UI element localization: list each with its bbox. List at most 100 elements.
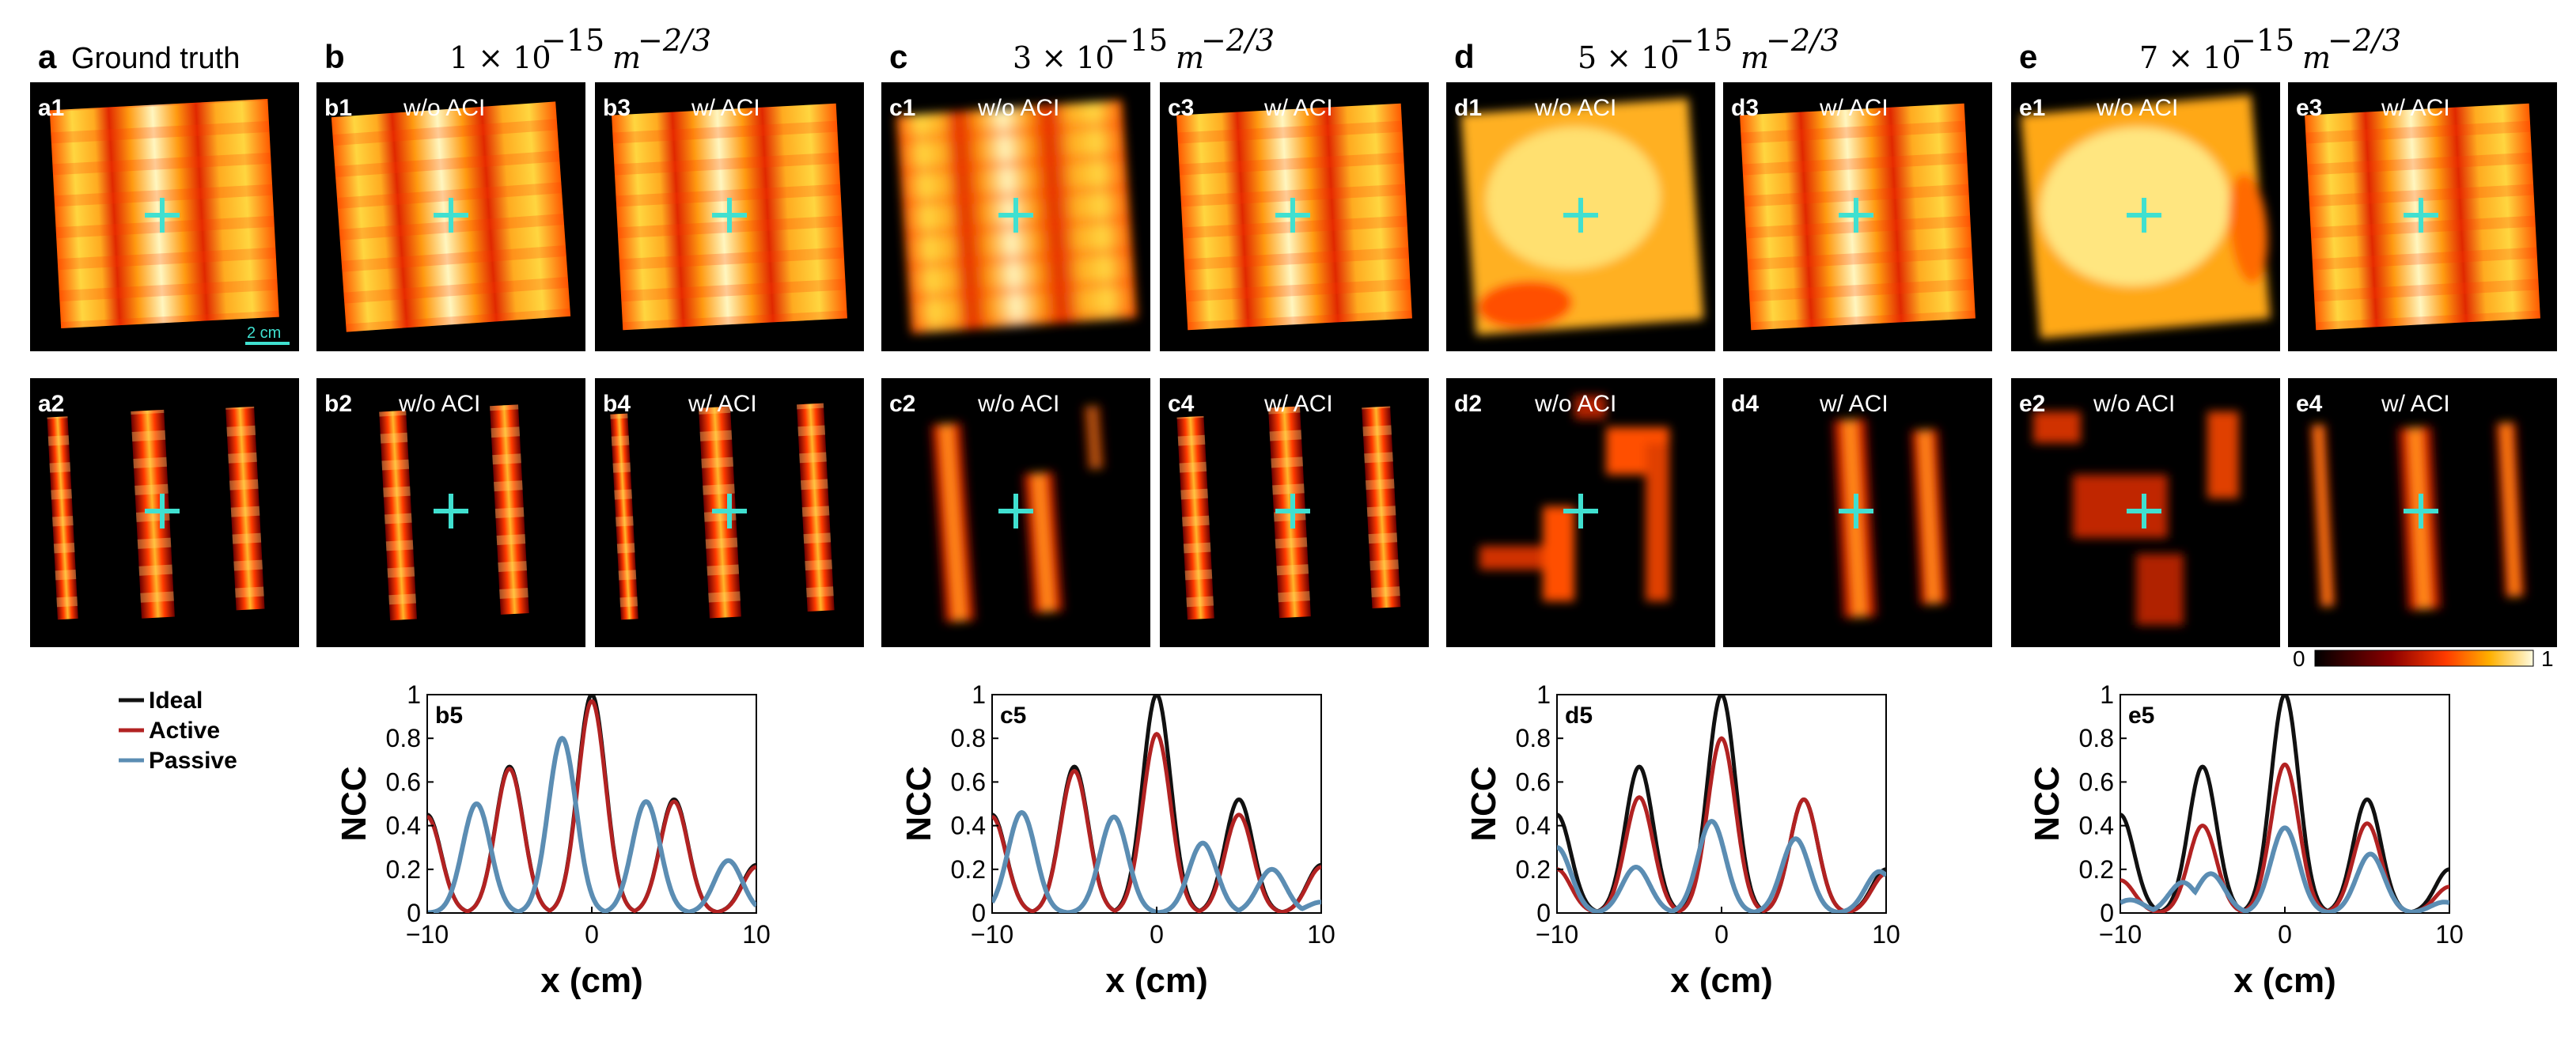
label-c3: w/ ACI bbox=[1263, 95, 1333, 121]
panel-e-title-base: 7 × 10 bbox=[2139, 40, 2241, 75]
y-tick-label-b5: 0.4 bbox=[386, 812, 421, 840]
y-axis-label-b5: NCC bbox=[335, 766, 373, 841]
x-axis-label-d5: x (cm) bbox=[1670, 961, 1773, 1000]
tag-e3: e3 bbox=[2296, 95, 2322, 121]
tag-c2: c2 bbox=[889, 391, 915, 417]
image-c1: c1 w/o ACI bbox=[881, 82, 1150, 351]
image-d4: d4 w/ ACI bbox=[1723, 378, 1992, 647]
series-line-active-d5 bbox=[1557, 736, 1886, 913]
tag-d3: d3 bbox=[1731, 95, 1759, 121]
tag-d1: d1 bbox=[1454, 95, 1482, 121]
label-c2: w/o ACI bbox=[977, 391, 1059, 417]
y-tick-label-e5: 0 bbox=[2100, 899, 2114, 927]
image-b4: b4 w/ ACI bbox=[595, 378, 864, 647]
tag-e1: e1 bbox=[2019, 95, 2045, 121]
plot-tag-b5: b5 bbox=[435, 703, 463, 729]
plot-frame-e5 bbox=[2120, 694, 2450, 914]
panel-d: d 5 × 10 −15 m −2/3 d1 w/o ACI d3 w/ ACI bbox=[1446, 23, 1992, 647]
image-b3: b3 w/ ACI bbox=[595, 82, 864, 351]
panel-b-title-unit: m bbox=[612, 40, 641, 75]
panel-a: a Ground truth a1 2 cm a2 bbox=[30, 38, 299, 647]
panel-d-title-unit: m bbox=[1741, 40, 1769, 75]
panel-b-title: 1 × 10 −15 m −2/3 bbox=[449, 23, 711, 75]
panel-c-title-unit: m bbox=[1176, 40, 1204, 75]
legend-item-active: Active bbox=[119, 718, 220, 744]
label-d3: w/ ACI bbox=[1819, 95, 1888, 121]
y-tick-label-d5: 0.4 bbox=[1516, 812, 1551, 840]
series-line-passive-b5 bbox=[427, 735, 756, 913]
legend-label-ideal: Ideal bbox=[149, 688, 203, 714]
image-a2: a2 bbox=[30, 378, 299, 647]
y-tick-label-c5: 0.8 bbox=[951, 724, 986, 752]
series-line-passive-c5 bbox=[992, 809, 1321, 913]
y-tick-label-b5: 0.2 bbox=[386, 855, 421, 884]
image-b2: b2 w/o ACI bbox=[316, 378, 585, 647]
tag-b2: b2 bbox=[324, 391, 352, 417]
panel-a-letter: a bbox=[38, 38, 57, 75]
y-tick-label-e5: 0.8 bbox=[2079, 724, 2114, 752]
legend-label-passive: Passive bbox=[149, 748, 237, 774]
x-tick-label-e5: 0 bbox=[2278, 920, 2292, 949]
panel-e-title-unit: m bbox=[2302, 40, 2331, 75]
x-tick-label-e5: −10 bbox=[2099, 920, 2142, 949]
colorbar-gradient bbox=[2314, 650, 2534, 667]
y-tick-label-c5: 0 bbox=[972, 899, 986, 927]
y-axis-label-c5: NCC bbox=[900, 766, 938, 841]
panel-c-title-base: 3 × 10 bbox=[1013, 40, 1115, 75]
x-tick-label-c5: 0 bbox=[1150, 920, 1164, 949]
tag-c1: c1 bbox=[889, 95, 915, 121]
tag-d4: d4 bbox=[1731, 391, 1759, 417]
y-tick-label-b5: 0 bbox=[407, 899, 421, 927]
y-tick-label-e5: 0.4 bbox=[2079, 812, 2114, 840]
tag-b1: b1 bbox=[324, 95, 352, 121]
label-e2: w/o ACI bbox=[2093, 391, 2175, 417]
series-line-active-b5 bbox=[427, 699, 756, 913]
x-tick-label-c5: 10 bbox=[1307, 920, 1335, 949]
panel-e-letter: e bbox=[2019, 38, 2037, 75]
plot-tag-e5: e5 bbox=[2128, 703, 2154, 729]
legend-item-passive: Passive bbox=[119, 748, 237, 774]
y-tick-label-d5: 0.8 bbox=[1516, 724, 1551, 752]
label-c1: w/o ACI bbox=[977, 95, 1059, 121]
tag-a1: a1 bbox=[38, 95, 64, 121]
y-tick-label-c5: 0.6 bbox=[951, 767, 986, 796]
y-tick-label-e5: 0.2 bbox=[2079, 855, 2114, 884]
legend-label-active: Active bbox=[149, 718, 220, 744]
series-line-passive-d5 bbox=[1557, 819, 1886, 913]
y-tick-label-c5: 1 bbox=[972, 680, 986, 709]
y-tick-label-b5: 1 bbox=[407, 680, 421, 709]
x-axis-label-e5: x (cm) bbox=[2233, 961, 2336, 1000]
panel-a-title: Ground truth bbox=[71, 42, 240, 75]
tag-b3: b3 bbox=[603, 95, 631, 121]
x-tick-label-d5: 10 bbox=[1872, 920, 1900, 949]
panel-d-letter: d bbox=[1454, 38, 1475, 75]
y-tick-label-c5: 0.2 bbox=[951, 855, 986, 884]
y-axis-label-e5: NCC bbox=[2028, 766, 2066, 841]
colorbar-max: 1 bbox=[2541, 646, 2554, 671]
y-tick-label-d5: 0 bbox=[1536, 899, 1551, 927]
panel-b-title-base: 1 × 10 bbox=[449, 40, 551, 75]
label-e1: w/o ACI bbox=[2096, 95, 2178, 121]
image-d3: d3 w/ ACI bbox=[1723, 82, 1992, 351]
image-c2: c2 w/o ACI bbox=[881, 378, 1150, 647]
y-tick-label-d5: 1 bbox=[1536, 680, 1551, 709]
series-line-ideal-e5 bbox=[2120, 695, 2449, 913]
label-d4: w/ ACI bbox=[1819, 391, 1888, 417]
x-tick-label-c5: −10 bbox=[971, 920, 1013, 949]
panel-b-title-unit-exp: −2/3 bbox=[638, 23, 711, 58]
y-tick-label-e5: 0.6 bbox=[2079, 767, 2114, 796]
x-tick-label-b5: 0 bbox=[585, 920, 599, 949]
panel-c-title-unit-exp: −2/3 bbox=[1201, 23, 1275, 58]
image-c4: c4 w/ ACI bbox=[1160, 378, 1429, 647]
x-tick-label-e5: 10 bbox=[2435, 920, 2464, 949]
panel-b: b 1 × 10 −15 m −2/3 b1 w/o ACI b3 w/ ACI bbox=[316, 23, 864, 647]
y-tick-label-b5: 0.6 bbox=[386, 767, 421, 796]
panel-c-title: 3 × 10 −15 m −2/3 bbox=[1013, 23, 1275, 75]
label-b2: w/o ACI bbox=[398, 391, 480, 417]
panel-d-title: 5 × 10 −15 m −2/3 bbox=[1578, 23, 1839, 75]
label-c4: w/ ACI bbox=[1263, 391, 1333, 417]
